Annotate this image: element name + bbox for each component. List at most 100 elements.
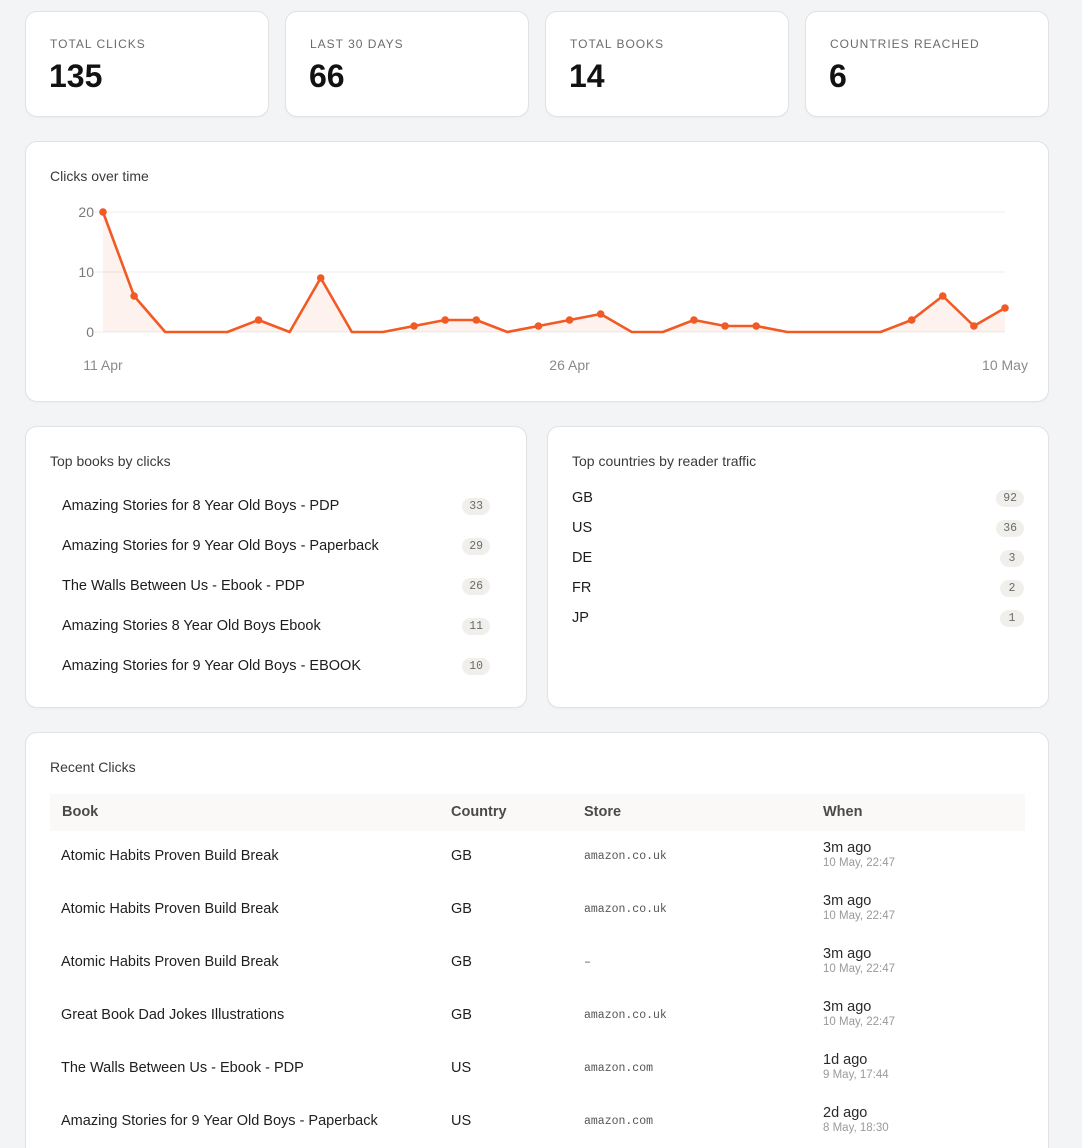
- count-badge: 10: [462, 657, 490, 675]
- chart-title: Clicks over time: [50, 168, 149, 184]
- table-row[interactable]: Atomic Habits Proven Build Break GB amaz…: [49, 830, 1024, 883]
- cell-country: US: [451, 1113, 472, 1129]
- data-point[interactable]: [441, 316, 449, 324]
- cell-book[interactable]: Great Book Dad Jokes Illustrations: [61, 1007, 285, 1023]
- column-header-when[interactable]: When: [823, 804, 863, 820]
- count-badge: 2: [1000, 579, 1024, 597]
- table-row[interactable]: Amazing Stories for 9 Year Old Boys - Pa…: [49, 1095, 1024, 1148]
- book-row[interactable]: Amazing Stories for 9 Year Old Boys - Pa…: [62, 531, 490, 561]
- country-code: GB: [572, 490, 593, 506]
- cell-store: amazon.co.uk: [584, 903, 667, 916]
- data-point[interactable]: [99, 208, 107, 216]
- cell-when: 3m ago: [823, 893, 872, 909]
- table-row[interactable]: The Walls Between Us - Ebook - PDP US am…: [49, 1042, 1024, 1095]
- x-tick-label: 10 May: [982, 357, 1028, 373]
- table-row[interactable]: Great Book Dad Jokes Illustrations GB am…: [49, 989, 1024, 1042]
- data-point[interactable]: [690, 316, 698, 324]
- stat-label: TOTAL BOOKS: [570, 37, 665, 51]
- data-point[interactable]: [130, 292, 138, 300]
- country-row[interactable]: DE 3: [572, 543, 1024, 573]
- column-header-country[interactable]: Country: [451, 804, 507, 820]
- recent-clicks-card: Recent Clicks Book Country Store When: [25, 732, 1049, 1148]
- top-countries-title: Top countries by reader traffic: [572, 453, 757, 469]
- data-point[interactable]: [1001, 304, 1009, 312]
- stat-value: 6: [829, 58, 847, 94]
- count-badge: 36: [996, 519, 1024, 537]
- cell-when-detail: 8 May, 18:30: [823, 1122, 889, 1134]
- column-header-book[interactable]: Book: [62, 804, 99, 820]
- cell-when-detail: 10 May, 22:47: [823, 963, 896, 975]
- book-row[interactable]: Amazing Stories for 9 Year Old Boys - EB…: [62, 651, 490, 681]
- cell-store: amazon.co.uk: [584, 1009, 667, 1022]
- count-badge: 3: [1000, 549, 1024, 567]
- cell-store: –: [584, 956, 591, 969]
- table-header: Book Country Store When: [50, 794, 1025, 831]
- cell-store: amazon.com: [584, 1062, 654, 1075]
- cell-country: GB: [451, 954, 472, 970]
- data-point[interactable]: [970, 322, 978, 330]
- data-point[interactable]: [938, 292, 947, 300]
- country-row[interactable]: JP 1: [572, 603, 1024, 633]
- data-point[interactable]: [410, 322, 418, 330]
- recent-clicks-title: Recent Clicks: [50, 759, 136, 775]
- count-badge: 1: [1000, 609, 1024, 627]
- table-row[interactable]: Atomic Habits Proven Build Break GB – 3m…: [49, 936, 1024, 989]
- book-title: Amazing Stories for 9 Year Old Boys - Pa…: [62, 538, 379, 554]
- y-tick-label: 20: [78, 204, 94, 220]
- cell-when-detail: 10 May, 22:47: [823, 857, 896, 869]
- chart-line: [101, 211, 1006, 334]
- cell-store: amazon.com: [584, 1115, 654, 1128]
- cell-country: GB: [451, 848, 472, 864]
- country-code: FR: [572, 580, 592, 596]
- count-badge: 92: [996, 489, 1024, 507]
- stat-card-total-books: TOTAL BOOKS 14: [545, 11, 789, 117]
- book-row[interactable]: Amazing Stories for 8 Year Old Boys - PD…: [62, 491, 490, 521]
- clicks-chart: 0 10 20 11 Apr 26 Apr 10 May: [78, 204, 1028, 373]
- country-row[interactable]: GB 92: [572, 483, 1024, 513]
- data-point[interactable]: [254, 316, 263, 324]
- x-tick-label: 11 Apr: [83, 357, 123, 373]
- country-row[interactable]: US 36: [572, 513, 1024, 543]
- book-title: Amazing Stories for 9 Year Old Boys - EB…: [62, 658, 361, 674]
- count-badge: 29: [462, 537, 490, 555]
- country-row[interactable]: FR 2: [572, 573, 1024, 603]
- book-row[interactable]: The Walls Between Us - Ebook - PDP 26: [62, 571, 490, 601]
- recent-clicks-table: Book Country Store When: [50, 794, 1025, 831]
- cell-book[interactable]: The Walls Between Us - Ebook - PDP: [61, 1060, 304, 1076]
- data-point[interactable]: [752, 322, 760, 330]
- book-title: Amazing Stories 8 Year Old Boys Ebook: [62, 618, 321, 634]
- top-books-card: Top books by clicks Amazing Stories for …: [25, 426, 527, 708]
- data-point[interactable]: [721, 322, 729, 330]
- cell-store: amazon.co.uk: [584, 850, 667, 863]
- count-badge: 33: [462, 497, 490, 515]
- table-row[interactable]: Atomic Habits Proven Build Break GB amaz…: [49, 883, 1024, 936]
- cell-when-detail: 9 May, 17:44: [823, 1069, 889, 1081]
- data-point[interactable]: [565, 316, 574, 324]
- clicks-over-time-card: Clicks over time 0 10 20 11 Apr 26 Apr 10 Ma…: [25, 141, 1049, 402]
- column-header-store[interactable]: Store: [584, 804, 622, 820]
- cell-book[interactable]: Atomic Habits Proven Build Break: [61, 901, 279, 917]
- stat-card-countries-reached: COUNTRIES REACHED 6: [805, 11, 1049, 117]
- stat-label: LAST 30 DAYS: [310, 37, 404, 51]
- cell-when: 1d ago: [823, 1052, 868, 1068]
- data-point[interactable]: [472, 316, 481, 324]
- cell-book[interactable]: Amazing Stories for 9 Year Old Boys - Pa…: [61, 1113, 378, 1129]
- cell-book[interactable]: Atomic Habits Proven Build Break: [61, 848, 279, 864]
- stat-value: 135: [49, 58, 103, 94]
- cell-country: GB: [451, 1007, 472, 1023]
- data-point[interactable]: [316, 274, 325, 282]
- cell-when: 3m ago: [823, 999, 872, 1015]
- data-point[interactable]: [596, 310, 605, 318]
- cell-when: 3m ago: [823, 946, 872, 962]
- stat-label: TOTAL CLICKS: [50, 37, 146, 51]
- cell-country: US: [451, 1060, 472, 1076]
- book-row[interactable]: Amazing Stories 8 Year Old Boys Ebook 11: [62, 611, 490, 641]
- cell-country: GB: [451, 901, 472, 917]
- y-tick-label: 0: [86, 324, 94, 340]
- cell-book[interactable]: Atomic Habits Proven Build Break: [61, 954, 279, 970]
- data-point[interactable]: [907, 316, 916, 324]
- data-point[interactable]: [534, 322, 543, 330]
- stat-label: COUNTRIES REACHED: [830, 37, 980, 51]
- count-badge: 11: [462, 617, 490, 635]
- country-code: JP: [572, 610, 589, 626]
